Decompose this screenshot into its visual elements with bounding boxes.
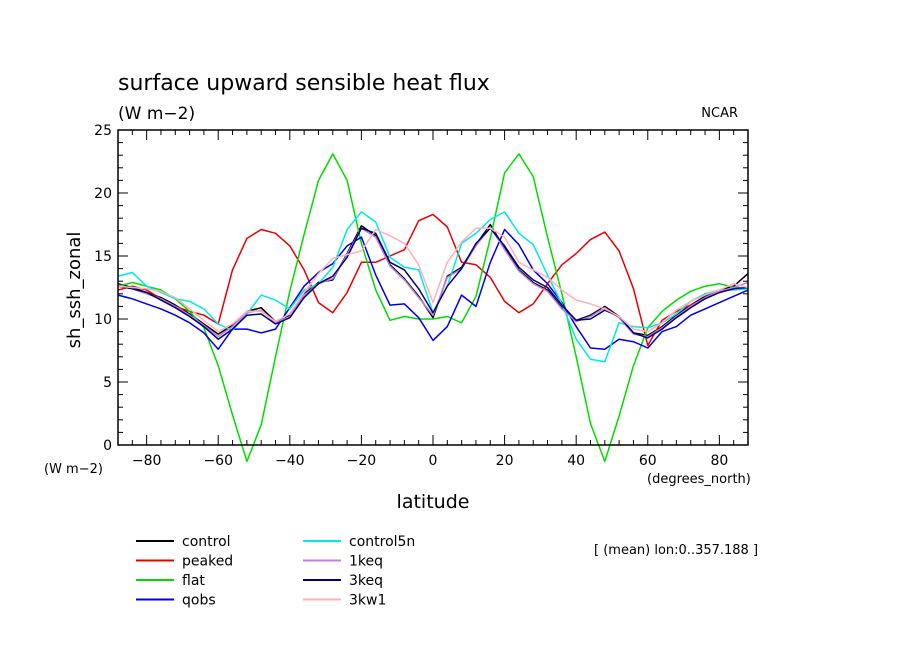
x-units-label: (degrees_north): [647, 472, 751, 487]
legend-label-control: control: [182, 534, 231, 550]
x-tick-label: 60: [639, 453, 657, 469]
x-tick-label: −40: [275, 453, 305, 469]
series-line-3kw1: [118, 227, 748, 333]
x-tick-label: 0: [429, 453, 438, 469]
y-tick-label: 25: [94, 123, 112, 139]
chart-credit: NCAR: [701, 106, 738, 121]
series-line-flat: [118, 153, 748, 463]
legend-label-3keq: 3keq: [349, 573, 383, 589]
y-tick-label: 15: [94, 249, 112, 265]
series-line-control: [118, 223, 748, 337]
x-tick-label: 80: [710, 453, 728, 469]
x-tick-label: 40: [567, 453, 585, 469]
y-tick-label: 20: [94, 186, 112, 202]
series-line-3keq: [118, 227, 748, 340]
legend-label-peaked: peaked: [182, 554, 233, 570]
legend-label-flat: flat: [182, 573, 205, 589]
series-layer: [118, 153, 748, 463]
legend-label-control5n: control5n: [349, 534, 415, 550]
plot-frame: [117, 129, 749, 446]
y-tick-label: 0: [103, 438, 112, 454]
ticks-layer: −80 −60 −40 −20 0 20 40 60 80 0 5 10 15 20 25: [94, 123, 749, 469]
legend-label-1keq: 1keq: [349, 554, 383, 570]
legend-label-qobs: qobs: [182, 593, 216, 609]
chart-title: surface upward sensible heat flux: [118, 71, 490, 96]
y-axis-label: sh_ssh_zonal: [64, 232, 85, 349]
x-tick-label: 20: [496, 453, 514, 469]
series-line-qobs: [118, 228, 748, 350]
y-tick-label: 5: [103, 375, 112, 391]
legend: control peaked flat qobs control5n 1keq 3keq 3k…: [136, 534, 415, 609]
x-tick-label: −60: [203, 453, 233, 469]
x-tick-label: −20: [347, 453, 377, 469]
chart-subtitle: (W m−2): [118, 104, 195, 124]
x-tick-label: −80: [132, 453, 162, 469]
averaging-note: [ (mean) lon:0..357.188 ]: [594, 543, 758, 558]
legend-label-3kw1: 3kw1: [349, 593, 386, 609]
y-units-label: (W m−2): [44, 462, 103, 477]
x-axis-label: latitude: [397, 491, 470, 513]
series-line-peaked: [118, 213, 748, 347]
y-tick-label: 10: [94, 312, 112, 328]
